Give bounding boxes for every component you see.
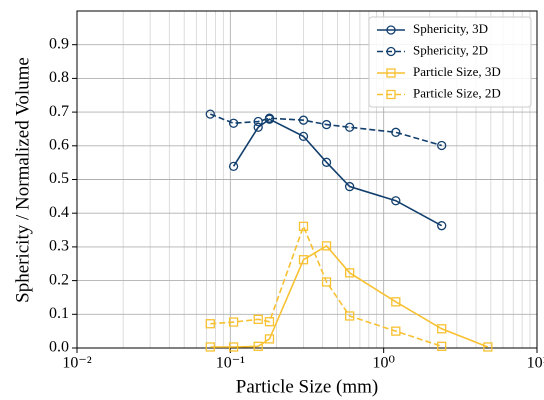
series bbox=[228, 114, 447, 231]
marker bbox=[344, 268, 355, 278]
y-tick-label: 0.9 bbox=[49, 35, 69, 52]
x-tick-label: 10⁻¹ bbox=[216, 355, 245, 372]
marker bbox=[205, 342, 215, 352]
marker bbox=[298, 221, 309, 231]
marker bbox=[386, 68, 396, 78]
x-tick-label: 10¹ bbox=[527, 355, 544, 372]
series-line bbox=[209, 113, 442, 147]
marker bbox=[298, 131, 309, 142]
legend-label: Particle Size, 2D bbox=[413, 85, 501, 100]
marker bbox=[344, 122, 355, 132]
marker bbox=[298, 115, 309, 125]
y-tick-label: 0.5 bbox=[49, 170, 69, 187]
marker bbox=[253, 122, 263, 132]
marker bbox=[437, 324, 447, 334]
marker bbox=[321, 119, 332, 130]
y-tick-label: 0.6 bbox=[49, 136, 69, 153]
marker bbox=[321, 241, 332, 251]
y-axis-label: Sphericity / Normalized Volume bbox=[12, 57, 33, 303]
marker bbox=[437, 140, 447, 151]
series-line bbox=[232, 118, 443, 227]
marker bbox=[264, 334, 275, 344]
marker bbox=[321, 157, 332, 167]
y-tick-label: 0.7 bbox=[49, 103, 69, 120]
marker bbox=[264, 113, 275, 123]
marker bbox=[344, 311, 355, 321]
marker bbox=[228, 342, 239, 352]
marker bbox=[205, 319, 215, 329]
marker bbox=[386, 89, 396, 100]
series bbox=[205, 221, 447, 351]
marker bbox=[205, 109, 215, 119]
series bbox=[205, 241, 493, 352]
marker bbox=[228, 161, 239, 172]
marker bbox=[437, 221, 447, 231]
legend-box bbox=[368, 16, 532, 108]
marker bbox=[437, 341, 447, 351]
legend-label: Sphericity, 2D bbox=[413, 42, 488, 57]
x-tick-label: 10⁻² bbox=[62, 355, 91, 372]
x-tick-label: 10⁰ bbox=[372, 355, 394, 372]
y-tick-label: 0.8 bbox=[49, 69, 69, 86]
marker bbox=[253, 341, 263, 351]
marker bbox=[298, 255, 309, 265]
marker bbox=[391, 326, 401, 336]
legend-label: Particle Size, 3D bbox=[413, 64, 501, 79]
legend-label: Sphericity, 3D bbox=[413, 21, 488, 36]
marker bbox=[483, 342, 493, 352]
marker bbox=[386, 46, 396, 57]
y-tick-label: 0.3 bbox=[49, 238, 69, 255]
marker bbox=[321, 277, 332, 287]
marker bbox=[228, 118, 239, 128]
y-tick-label: 0.1 bbox=[49, 305, 69, 322]
marker bbox=[253, 116, 263, 127]
marker bbox=[391, 297, 401, 307]
series-line bbox=[210, 224, 442, 348]
y-tick-label: 0.2 bbox=[49, 271, 69, 288]
series bbox=[205, 109, 447, 151]
y-tick-label: 0.4 bbox=[49, 204, 69, 221]
marker bbox=[264, 317, 275, 327]
marker bbox=[391, 196, 401, 206]
legend: Sphericity, 3D Sphericity, 2D Particle Siz… bbox=[368, 16, 532, 108]
marker bbox=[344, 181, 355, 192]
marker bbox=[228, 317, 239, 327]
marker bbox=[391, 127, 401, 137]
y-tick-label: 0.0 bbox=[49, 339, 69, 356]
marker bbox=[253, 314, 263, 325]
plot-frame bbox=[76, 10, 538, 349]
marker bbox=[386, 25, 396, 35]
x-axis-label: Particle Size (mm) bbox=[236, 376, 378, 397]
